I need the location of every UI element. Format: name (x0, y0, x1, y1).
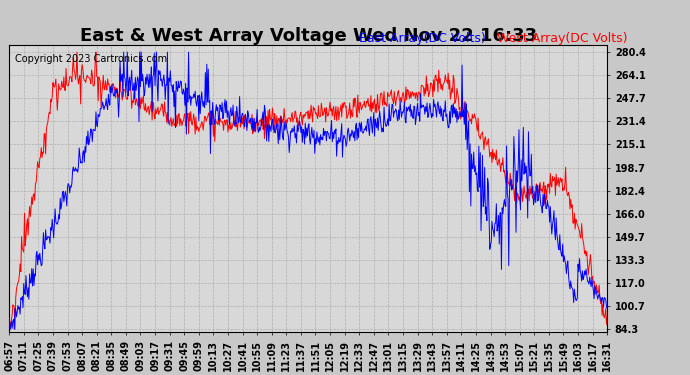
Text: Copyright 2023 Cartronics.com: Copyright 2023 Cartronics.com (15, 54, 167, 64)
Text: East Array(DC Volts): East Array(DC Volts) (359, 32, 486, 45)
Title: East & West Array Voltage Wed Nov 22 16:33: East & West Array Voltage Wed Nov 22 16:… (79, 27, 537, 45)
Text: West Array(DC Volts): West Array(DC Volts) (497, 32, 627, 45)
